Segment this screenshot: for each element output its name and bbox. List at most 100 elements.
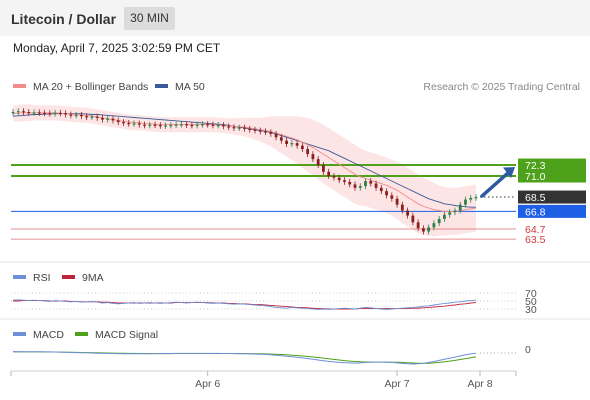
candle-body: [32, 112, 36, 114]
level-tag-71.0: [518, 169, 586, 183]
candle-body: [264, 131, 267, 133]
header-bar: Litecoin / Dollar 30 MIN: [0, 0, 590, 36]
candle-body: [148, 124, 152, 126]
candle-body: [311, 154, 315, 160]
candle-body: [343, 180, 346, 182]
candle-body: [222, 125, 225, 127]
candle-body: [211, 124, 215, 126]
level-label-68.5: 68.5: [525, 192, 546, 204]
credit-label: Research © 2025 Trading Central: [423, 81, 580, 93]
legend-main: MA 20 + Bollinger Bands MA 50 Research ©…: [13, 81, 580, 93]
candle-body: [127, 122, 131, 125]
candle-body: [106, 118, 110, 120]
candle-body: [169, 125, 173, 127]
candle-body: [48, 113, 52, 115]
ma20-legend-swatch: [13, 84, 26, 88]
macd-panel: MACD MACD Signal 0: [13, 329, 531, 365]
candle-body: [327, 171, 331, 176]
macd-signal-legend-label: MACD Signal: [95, 329, 158, 341]
candle-body: [195, 124, 199, 126]
candle-body: [306, 149, 310, 155]
candle-body: [390, 195, 394, 199]
level-labels: 72.371.0 68.5 66.8 64.763.5: [518, 158, 586, 246]
candle-body: [206, 124, 210, 126]
candle-body: [43, 112, 46, 115]
candle-body: [174, 124, 178, 126]
candle-body: [90, 116, 94, 118]
candle-body: [201, 124, 204, 126]
candle-body: [185, 124, 189, 126]
rsi-legend-label: RSI: [33, 272, 51, 284]
candle-body: [400, 204, 404, 211]
x-tick-label: Apr 8: [467, 378, 492, 390]
candle-body: [85, 116, 89, 118]
candle-body: [101, 117, 104, 120]
candle-body: [411, 215, 415, 223]
ma20-legend-label: MA 20 + Bollinger Bands: [33, 81, 148, 93]
candle-body: [232, 127, 236, 129]
macd-line: [13, 351, 477, 365]
candle-body: [458, 204, 462, 211]
rsi-level-label-70: 70: [525, 288, 537, 300]
candle-body: [395, 198, 399, 205]
ma50-legend-swatch: [155, 84, 168, 88]
rsi9-legend-swatch: [62, 275, 75, 279]
level-label-72.3: 72.3: [525, 160, 546, 172]
rsi-legend-swatch: [13, 275, 26, 279]
rsi-level-label-30: 30: [525, 304, 537, 316]
candle-body: [269, 132, 273, 134]
candle-body: [432, 223, 436, 228]
forecast-arrow-shaft: [480, 170, 511, 198]
candle-body: [79, 114, 83, 117]
candle-body: [337, 177, 341, 181]
candle-body: [358, 186, 362, 188]
candle-body: [374, 183, 378, 188]
candle-body: [116, 120, 120, 123]
candle-body: [122, 122, 125, 124]
candle-body: [448, 212, 452, 215]
candle-body: [332, 176, 336, 178]
macd-zero-label: 0: [525, 344, 531, 356]
candle-body: [379, 187, 383, 192]
macd-legend-label: MACD: [33, 329, 64, 341]
candle-body: [274, 133, 278, 138]
candle-body: [37, 112, 41, 114]
candle-body: [295, 143, 299, 146]
level-tag-68.5: [518, 190, 586, 204]
candle-body: [243, 127, 246, 129]
candle-body: [443, 214, 446, 219]
candle-body: [22, 111, 25, 113]
candle-body: [316, 159, 320, 166]
candle-body: [385, 191, 388, 196]
candle-body: [474, 197, 478, 199]
level-tag-66.8: [518, 204, 586, 218]
ma50-legend-label: MA 50: [175, 81, 205, 93]
interval-badge[interactable]: 30 MIN: [124, 7, 175, 30]
price-levels: [11, 164, 516, 240]
candle-body: [437, 218, 441, 224]
candle-body: [248, 128, 252, 131]
candle-body: [364, 181, 367, 187]
candle-body: [158, 125, 162, 127]
candle-body: [74, 114, 78, 117]
level-label-66.8: 66.8: [525, 206, 546, 218]
candle-body: [421, 228, 425, 232]
level-label-71.0: 71.0: [525, 171, 546, 183]
candle-body: [190, 125, 194, 127]
candle-body: [143, 124, 146, 126]
candle-body: [11, 112, 15, 114]
candle-body: [453, 210, 457, 213]
level-label-63.5: 63.5: [525, 234, 546, 246]
candle-body: [285, 140, 288, 144]
candle-body: [290, 143, 294, 145]
instrument-title: Litecoin / Dollar: [11, 11, 117, 27]
candle-body: [16, 111, 20, 113]
candle-body: [53, 112, 57, 115]
macd-signal-legend-swatch: [75, 332, 88, 336]
candle-body: [58, 112, 62, 115]
candle-body: [279, 137, 283, 141]
x-tick-label: Apr 7: [385, 378, 410, 390]
macd-legend-swatch: [13, 332, 26, 336]
